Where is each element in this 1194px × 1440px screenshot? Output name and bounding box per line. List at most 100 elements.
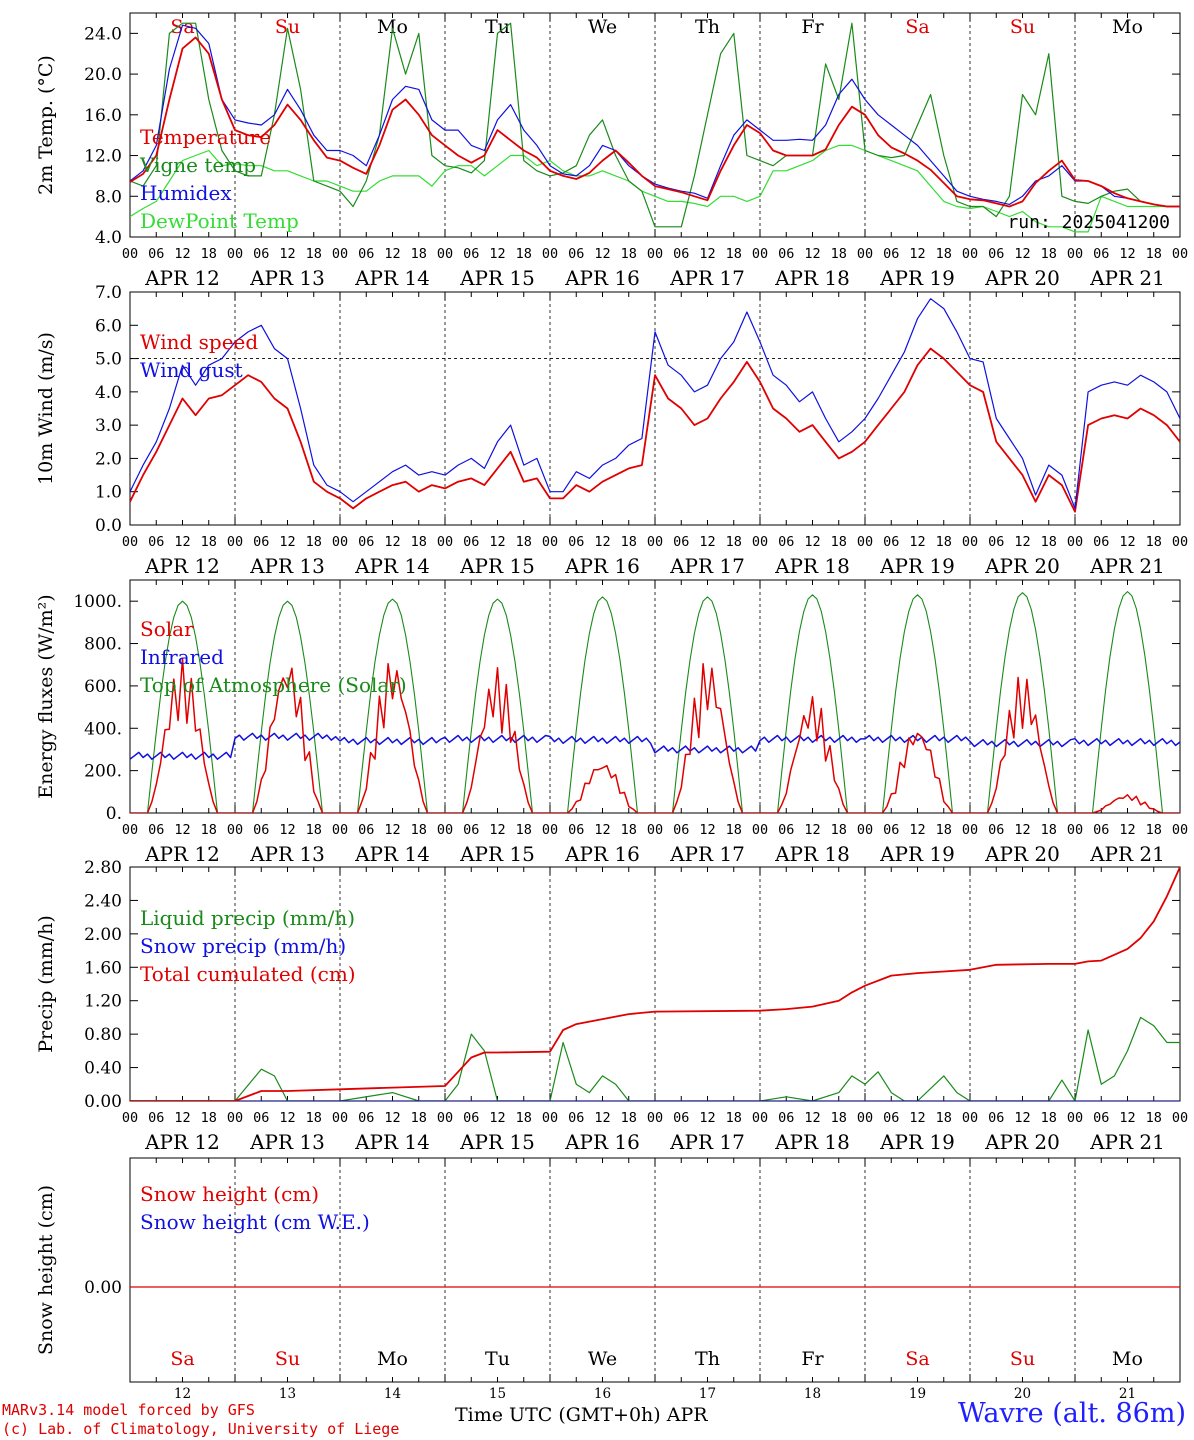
- hour-tick-label: 00: [857, 1110, 873, 1126]
- series-line-total-cumulated-cm-: [130, 867, 1180, 1101]
- hour-tick-label: 00: [1067, 1110, 1083, 1126]
- hour-tick-label: 18: [201, 534, 217, 550]
- hour-tick-label: 18: [1041, 822, 1057, 838]
- hour-tick-label: 12: [279, 246, 295, 262]
- legend-entry: Infrared: [140, 645, 224, 669]
- hour-tick-label: 12: [174, 534, 190, 550]
- day-name-label: Mo: [377, 16, 408, 38]
- hour-tick-label: 12: [1014, 534, 1030, 550]
- hour-tick-label: 12: [594, 534, 610, 550]
- hour-tick-label: 12: [594, 1110, 610, 1126]
- hour-tick-label: 12: [1014, 246, 1030, 262]
- y-axis-label: 2m Temp. (°C): [35, 55, 57, 195]
- hour-tick-label: 18: [411, 822, 427, 838]
- hour-tick-label: 06: [673, 1110, 689, 1126]
- hour-tick-label: 18: [936, 246, 952, 262]
- y-tick-label: 1.60: [84, 958, 122, 978]
- date-label: APR 16: [564, 554, 640, 578]
- solar-line: [130, 657, 1180, 813]
- hour-tick-label: 18: [201, 246, 217, 262]
- hour-tick-label: 06: [778, 822, 794, 838]
- hour-tick-label: 00: [647, 246, 663, 262]
- hour-tick-label: 00: [752, 534, 768, 550]
- day-name-label: Sa: [170, 1348, 194, 1370]
- legend-entry: Wind speed: [140, 330, 258, 354]
- hour-tick-label: 18: [411, 534, 427, 550]
- hour-tick-label: 00: [647, 822, 663, 838]
- hour-tick-label: 12: [279, 534, 295, 550]
- hour-tick-label: 06: [568, 246, 584, 262]
- date-label: APR 20: [984, 1130, 1060, 1154]
- hour-tick-label: 06: [148, 246, 164, 262]
- date-label: APR 14: [354, 842, 430, 866]
- date-label: APR 12: [144, 554, 220, 578]
- hour-tick-label: 18: [411, 246, 427, 262]
- day-name-label: Sa: [905, 16, 929, 38]
- hour-tick-label: 18: [726, 822, 742, 838]
- legend-entry: Snow height (cm W.E.): [140, 1210, 370, 1234]
- hour-tick-label: 00: [1172, 822, 1188, 838]
- hour-tick-label: 06: [778, 534, 794, 550]
- date-label: APR 20: [984, 842, 1060, 866]
- hour-tick-label: 12: [279, 1110, 295, 1126]
- date-label: APR 14: [354, 1130, 430, 1154]
- y-tick-label: 2.40: [84, 891, 122, 911]
- hour-tick-label: 18: [936, 822, 952, 838]
- hour-tick-label: 00: [962, 1110, 978, 1126]
- date-label: APR 12: [144, 842, 220, 866]
- y-tick-label: 0.0: [95, 516, 122, 536]
- hour-tick-label: 06: [1093, 1110, 1109, 1126]
- day-name-label: Fr: [801, 16, 824, 38]
- hour-tick-label: 00: [752, 246, 768, 262]
- hour-tick-label: 00: [962, 246, 978, 262]
- date-label: APR 19: [879, 266, 955, 290]
- legend-entry: DewPoint Temp: [140, 209, 299, 233]
- hour-tick-label: 18: [621, 822, 637, 838]
- hour-tick-label: 06: [673, 246, 689, 262]
- y-tick-label: 0.00: [84, 1092, 122, 1112]
- hour-tick-label: 12: [489, 822, 505, 838]
- hour-tick-label: 12: [174, 822, 190, 838]
- hour-tick-label: 06: [778, 246, 794, 262]
- hour-tick-label: 06: [148, 1110, 164, 1126]
- hour-tick-label: 06: [988, 534, 1004, 550]
- hour-tick-label: 12: [489, 534, 505, 550]
- hour-tick-label: 00: [122, 534, 138, 550]
- hour-tick-label: 06: [253, 822, 269, 838]
- date-label: APR 15: [459, 266, 535, 290]
- hour-tick-label: 00: [437, 246, 453, 262]
- hour-tick-label: 12: [804, 822, 820, 838]
- hour-tick-label: 00: [437, 534, 453, 550]
- hour-tick-label: 06: [358, 534, 374, 550]
- y-axis-label: Energy fluxes (W/m²): [35, 594, 57, 798]
- hour-tick-label: 18: [306, 534, 322, 550]
- hour-tick-label: 00: [1172, 1110, 1188, 1126]
- day-name-label: Mo: [1112, 1348, 1143, 1370]
- hour-tick-label: 06: [148, 534, 164, 550]
- hour-tick-label: 18: [831, 246, 847, 262]
- hour-tick-label: 00: [332, 246, 348, 262]
- hour-tick-label: 00: [752, 822, 768, 838]
- hour-tick-label: 06: [358, 1110, 374, 1126]
- day-name-label: Mo: [377, 1348, 408, 1370]
- date-label: APR 13: [249, 266, 325, 290]
- y-tick-label: 4.0: [95, 383, 122, 403]
- day-name-label: Su: [1010, 1348, 1035, 1370]
- date-label: APR 16: [564, 266, 640, 290]
- hour-tick-label: 18: [831, 1110, 847, 1126]
- date-label: APR 19: [879, 1130, 955, 1154]
- date-label: APR 18: [774, 842, 850, 866]
- legend-entry: Top of Atmosphere (Solar): [140, 673, 407, 697]
- hour-tick-label: 12: [699, 1110, 715, 1126]
- series-line-wind-gust: [130, 298, 1180, 509]
- infrared-line: [130, 732, 1180, 760]
- y-tick-label: 3.0: [95, 416, 122, 436]
- date-label: APR 13: [249, 554, 325, 578]
- hour-tick-label: 18: [306, 822, 322, 838]
- hour-tick-label: 00: [437, 822, 453, 838]
- panel-4: 0.00 0.40 0.80 1.20 1.60 2.00 2.40 2.80 Precip (…: [35, 858, 1188, 1154]
- hour-tick-label: 00: [227, 1110, 243, 1126]
- station-name: Wavre (alt. 86m): [958, 1398, 1186, 1429]
- hour-tick-label: 06: [253, 1110, 269, 1126]
- day-number-label: 20: [1014, 1386, 1031, 1402]
